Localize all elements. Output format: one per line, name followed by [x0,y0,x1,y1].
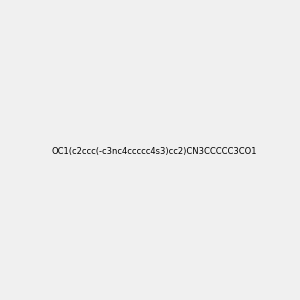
Text: OC1(c2ccc(-c3nc4ccccc4s3)cc2)CN3CCCCC3CO1: OC1(c2ccc(-c3nc4ccccc4s3)cc2)CN3CCCCC3CO… [51,147,256,156]
